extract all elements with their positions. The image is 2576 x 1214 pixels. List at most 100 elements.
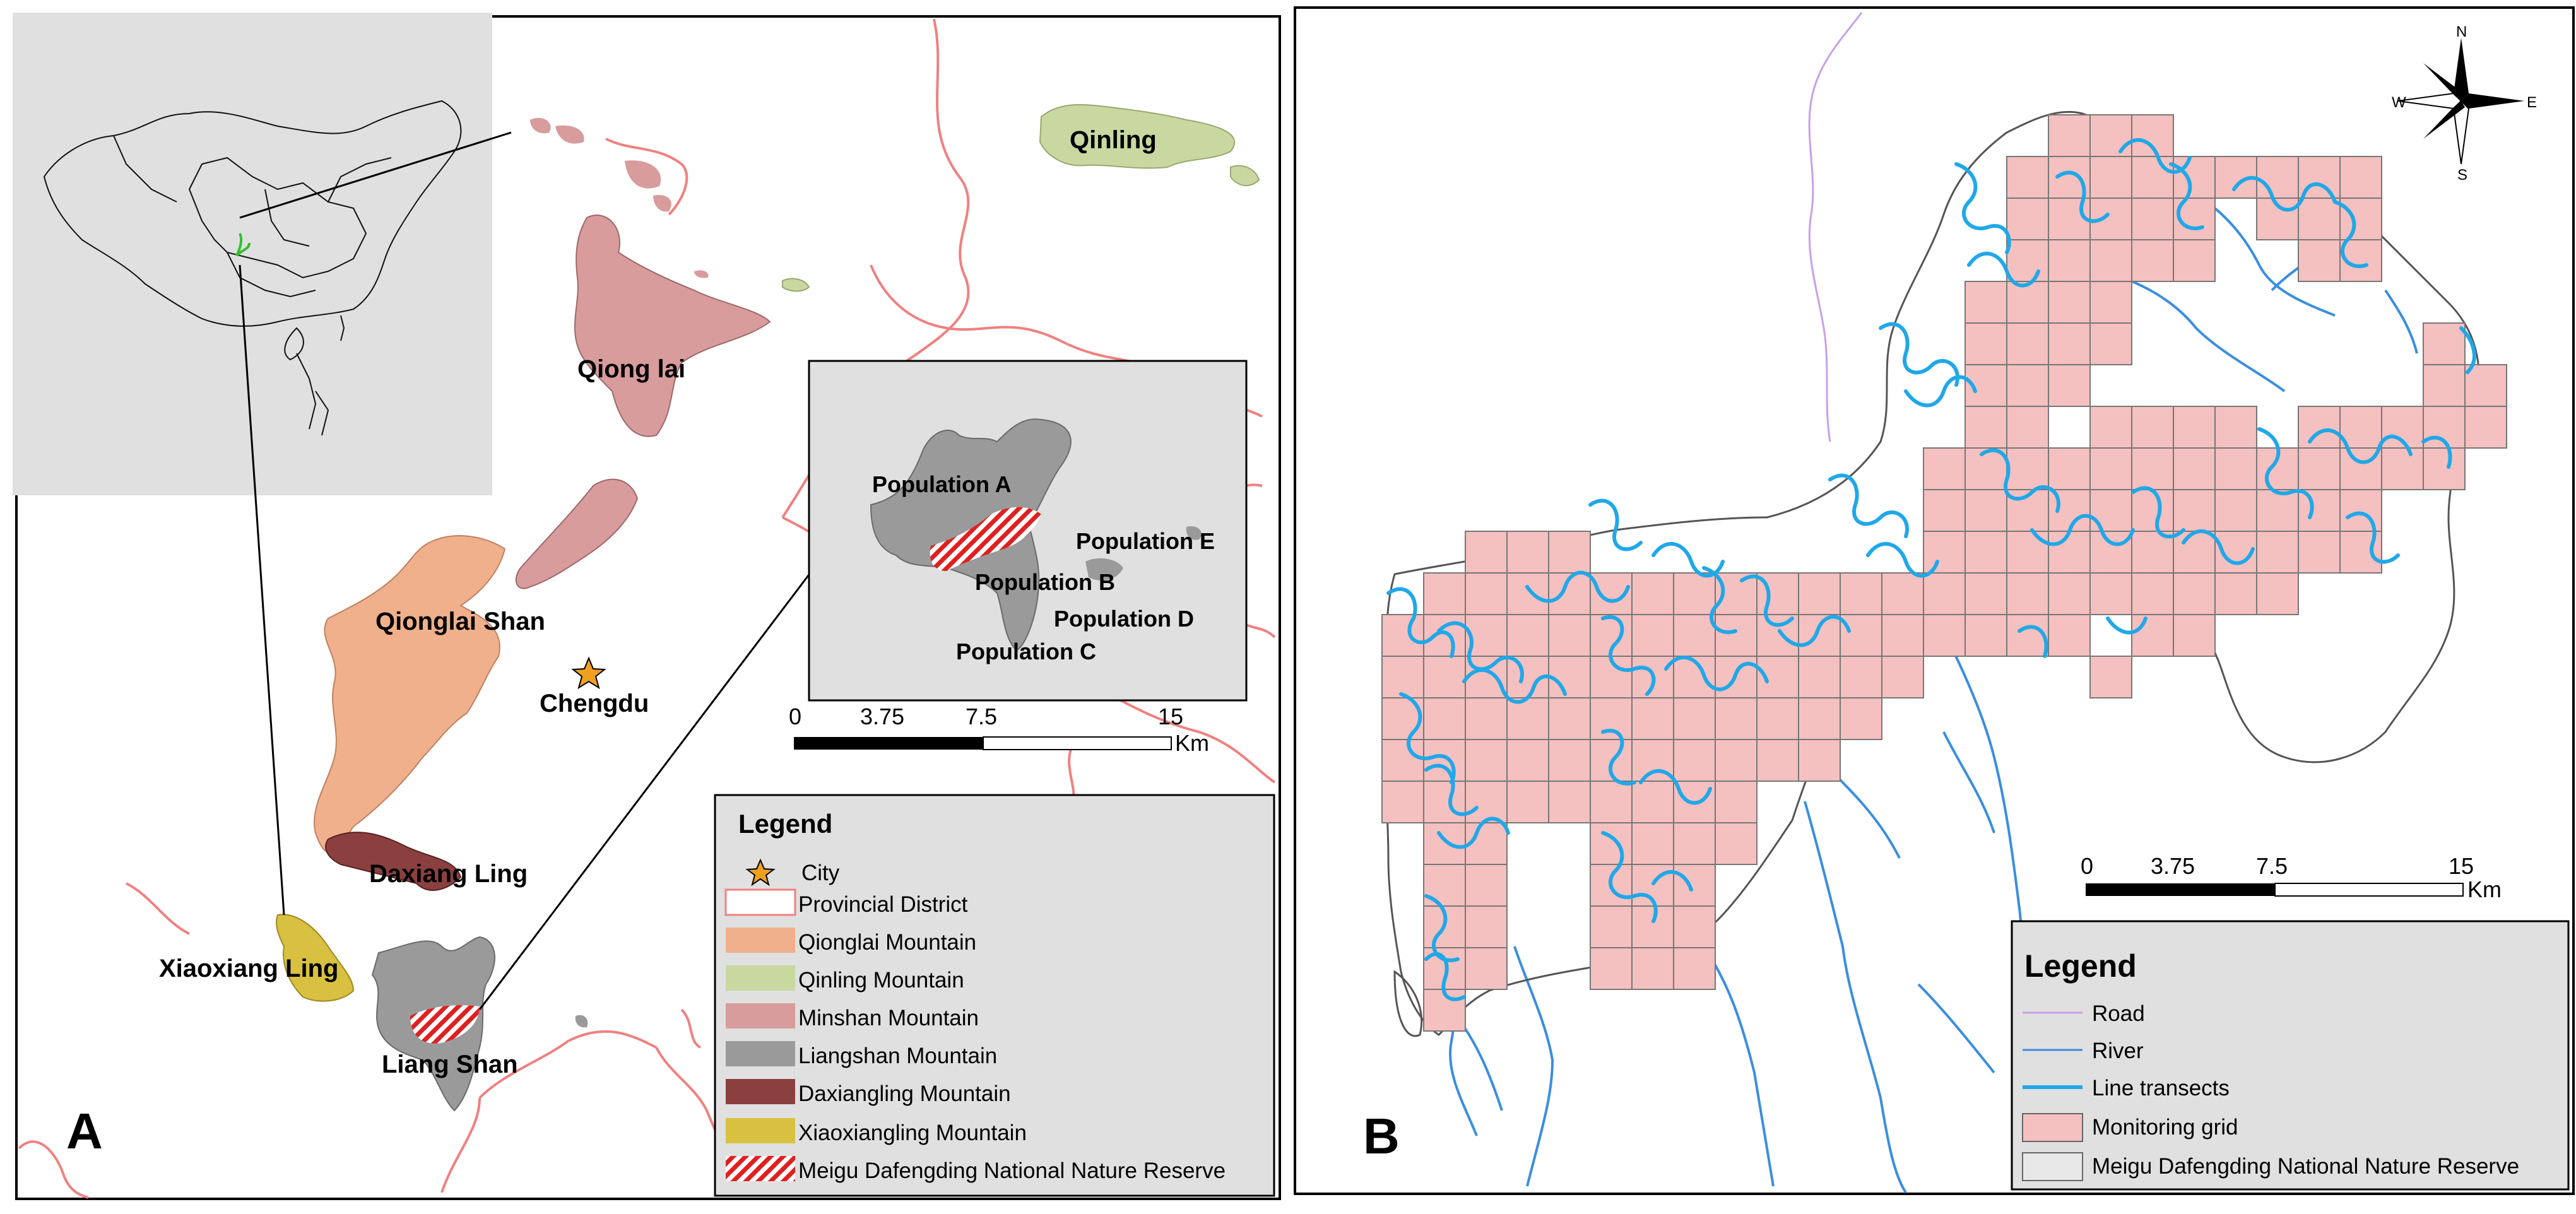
grid-cell <box>2089 489 2132 532</box>
grid-cell <box>2214 447 2257 490</box>
grid-cell <box>1798 697 1841 740</box>
legend-a-box <box>714 794 1275 1197</box>
legend-b-box <box>2011 920 2570 1191</box>
legend-reserve-swatch <box>2022 1152 2083 1181</box>
legend-item-minshan: Minshan Mountain <box>798 1006 979 1030</box>
grid-cell <box>2006 281 2049 324</box>
grid-cell <box>1964 281 2007 324</box>
grid-cell <box>2006 322 2049 365</box>
grid-cell <box>1590 781 1633 823</box>
grid-cell <box>2339 489 2382 532</box>
qionglai-mountain <box>314 535 506 854</box>
label-qionglai-shan: Qionglai Shan <box>375 608 545 635</box>
grid-cell <box>2298 197 2341 240</box>
nature-reserve-outline <box>1385 110 2480 1036</box>
grid-cell <box>1840 614 1882 657</box>
grid-cell <box>2048 364 2091 407</box>
grid-cell <box>2048 322 2091 365</box>
minshan-mountain-patch <box>653 195 671 212</box>
legend-swatch-qinling <box>726 965 795 991</box>
grid-cell <box>1465 572 1508 615</box>
label-qiong-lai: Qiong lai <box>577 355 685 383</box>
grid-cell <box>2339 197 2382 240</box>
daxiangling-mountain <box>325 832 462 891</box>
scalebar-b-tick: 15 <box>2449 853 2474 879</box>
grid-cell <box>1423 656 1466 698</box>
legend-city-star-icon <box>745 858 776 887</box>
grid-cell <box>2298 531 2341 574</box>
grid-cell <box>2131 156 2174 199</box>
grid-cell <box>1756 697 1799 740</box>
grid-cell <box>1548 697 1591 740</box>
grid-cell <box>1673 822 1716 865</box>
grid-cell <box>2131 614 2174 657</box>
grid-cell <box>2256 572 2299 615</box>
minshan-mountain-lower <box>515 478 639 589</box>
grid-cell <box>2131 572 2174 615</box>
grid-cell <box>1881 656 1924 698</box>
grid-cell <box>2131 197 2174 240</box>
legend-item-nature-reserve: Meigu Dafengding National Nature Reserve <box>2092 1154 2519 1179</box>
grid-cell <box>1506 697 1549 740</box>
grid-cell <box>1590 697 1633 740</box>
minshan-mountain <box>574 215 771 437</box>
grid-cell <box>1673 614 1716 657</box>
grid-cell <box>1506 614 1549 657</box>
grid-cell <box>1381 614 1424 657</box>
grid-cell <box>1631 947 1674 990</box>
grid-cell <box>2339 156 2382 199</box>
inset-nature-reserve <box>930 507 1041 571</box>
grid-cell <box>1673 864 1716 907</box>
grid-cell <box>1506 781 1549 823</box>
legend-swatch-nature-reserve <box>726 1156 795 1181</box>
grid-cell <box>1798 739 1841 782</box>
grid-cell <box>1590 947 1633 990</box>
grid-cell <box>2048 489 2091 532</box>
grid-cell <box>1715 697 1758 740</box>
grid-cell <box>1756 739 1799 782</box>
grid-cell <box>2006 406 2049 449</box>
grid-cell <box>2006 531 2049 574</box>
grid-cell <box>2423 322 2466 365</box>
monitoring-grid <box>1381 114 2507 1032</box>
study-area-locator <box>235 233 251 257</box>
compass-nw-arrow <box>2423 63 2465 101</box>
label-population-e: Population E <box>1076 528 1215 554</box>
scalebar-a-tick: 0 <box>789 704 801 729</box>
grid-cell <box>2089 239 2132 282</box>
grid-cell <box>1798 572 1841 615</box>
inset-population-e-area <box>1186 526 1202 540</box>
grid-cell <box>2089 406 2132 449</box>
grid-cell <box>1506 531 1549 574</box>
grid-cell <box>2464 364 2507 407</box>
grid-cell <box>1923 572 1966 615</box>
inset-population-d-area <box>1085 558 1123 580</box>
grid-cell <box>2089 656 2132 698</box>
grid-cell <box>1631 614 1674 657</box>
grid-cell <box>1548 531 1591 574</box>
scalebar-b-tick: 3.75 <box>2151 853 2195 879</box>
scalebar-a-tick: 15 <box>1158 704 1183 729</box>
grid-cell <box>1964 531 2007 574</box>
scalebar-b-unit: Km <box>2467 876 2502 902</box>
compass-sw-arrow <box>2423 101 2465 139</box>
panel-a-label: A <box>66 1103 103 1159</box>
grid-cell <box>1756 614 1799 657</box>
grid-cell <box>2006 447 2049 490</box>
grid-cell <box>1506 739 1549 782</box>
legend-item-xiaoxiangling: Xiaoxiangling Mountain <box>798 1121 1027 1145</box>
grid-cell <box>1423 822 1466 865</box>
grid-cell <box>1923 489 1966 532</box>
legend-item-provincial-district: Provincial District <box>798 892 968 917</box>
grid-cell <box>2173 531 2216 574</box>
xiaoxiangling-mountain <box>276 914 355 1002</box>
grid-cell <box>2214 406 2257 449</box>
grid-cell <box>2048 447 2091 490</box>
grid-cell <box>2089 447 2132 490</box>
grid-cell <box>2173 572 2216 615</box>
grid-cell <box>2298 489 2341 532</box>
compass-east-arrow <box>2461 93 2524 109</box>
inset-connector-lines <box>239 131 815 1010</box>
grid-cell <box>2089 156 2132 199</box>
grid-cell <box>2048 114 2091 157</box>
